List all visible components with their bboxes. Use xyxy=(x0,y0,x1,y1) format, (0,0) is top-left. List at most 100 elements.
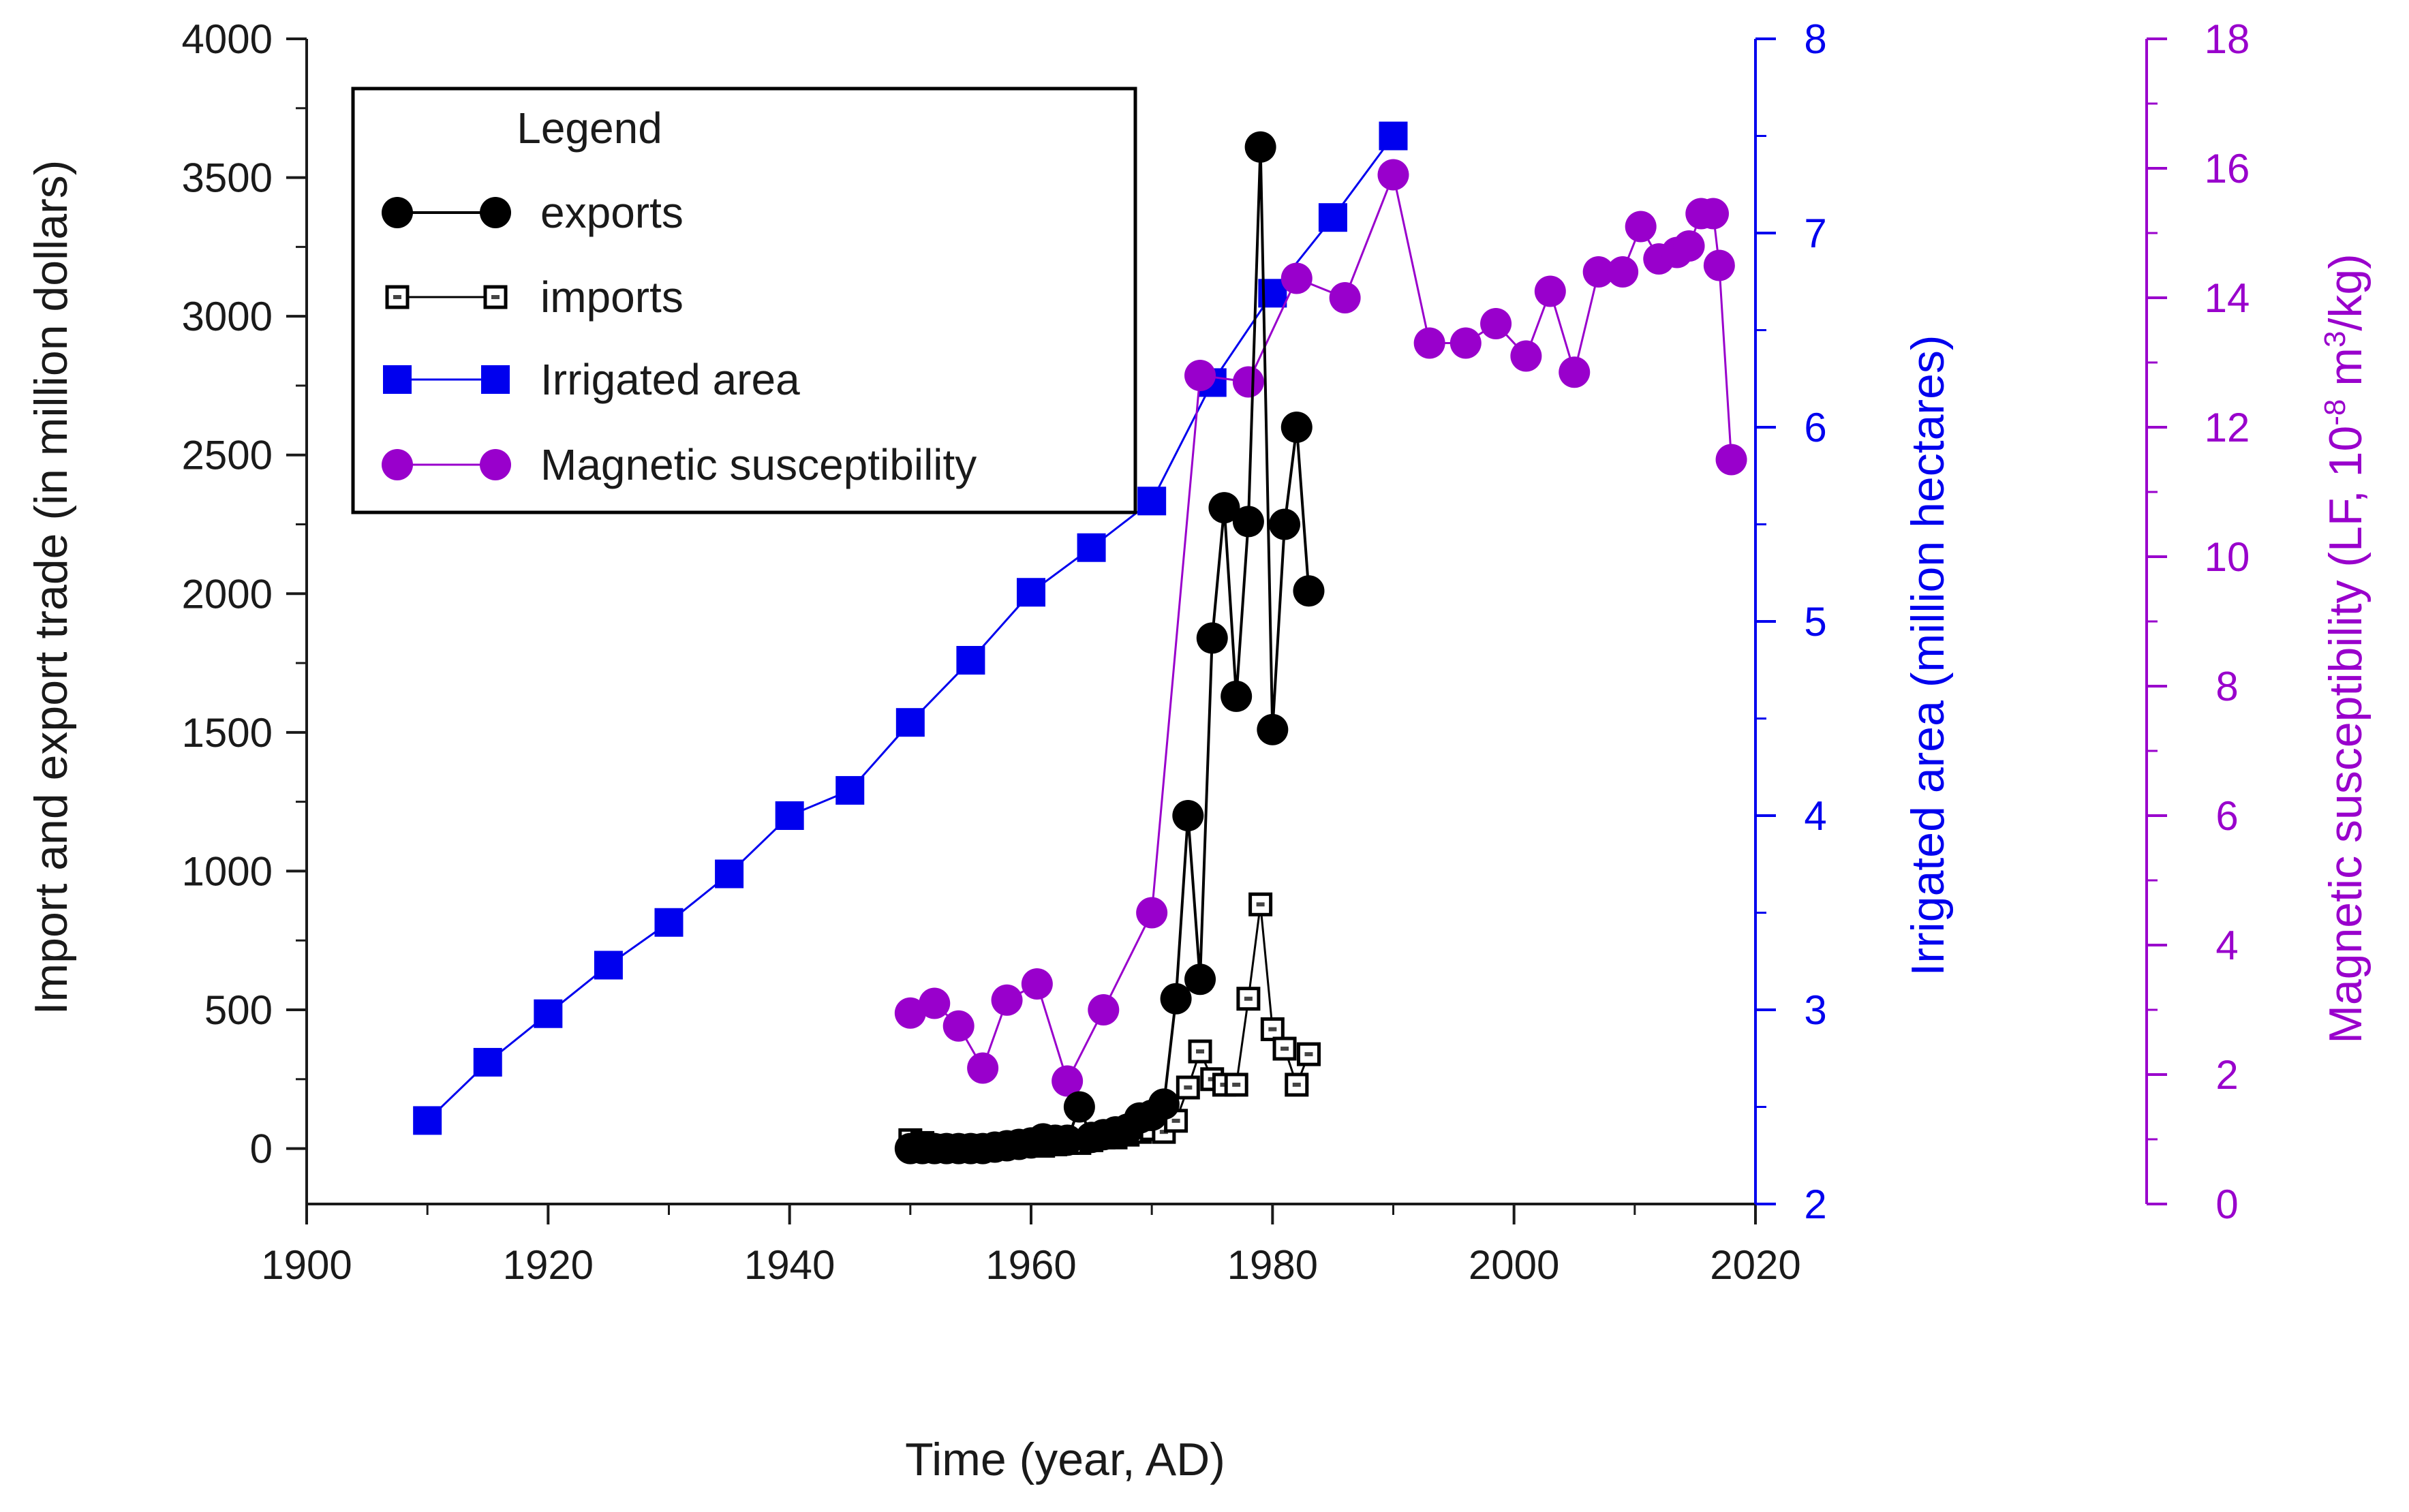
magnetic-susceptibility-point xyxy=(1582,256,1614,288)
right1-axis-tick-label: 8 xyxy=(1804,16,1826,62)
legend-label: imports xyxy=(540,273,684,322)
import-marker-inner xyxy=(1196,1049,1205,1054)
irrigated-area-point xyxy=(594,951,623,980)
right2-axis-title-superscript: 3 xyxy=(2318,331,2352,348)
right2-axis-tick-label: 6 xyxy=(2215,793,2238,839)
magnetic-susceptibility-point xyxy=(967,1052,999,1084)
legend-entry-irrigated-area: Irrigated area xyxy=(383,355,800,404)
legend: Legend exports imports Irrigated area Magnet… xyxy=(351,87,1137,514)
irrigated-area-point xyxy=(956,646,985,675)
import-marker-inner xyxy=(491,295,500,299)
import-marker-inner xyxy=(1220,1082,1229,1087)
magnetic-susceptibility-point xyxy=(1413,327,1445,359)
right2-axis-tick-label: 16 xyxy=(2205,146,2250,191)
exports-point xyxy=(1160,983,1192,1015)
right2-axis-tick-label: 2 xyxy=(2215,1052,2238,1098)
irrigated-area-point xyxy=(413,1106,442,1135)
legend-marker xyxy=(480,197,511,228)
x-axis-tick-label: 1900 xyxy=(261,1242,352,1288)
import-marker-inner xyxy=(1280,1047,1289,1051)
right2-axis-tick-label: 18 xyxy=(2205,16,2250,62)
imports-point xyxy=(1260,1017,1285,1041)
exports-point xyxy=(1184,963,1216,996)
right2-axis-tick-label: 4 xyxy=(2215,923,2238,968)
imports-point xyxy=(1285,1073,1309,1097)
exports-point xyxy=(1244,131,1276,163)
right2-axis-tick-label: 14 xyxy=(2205,275,2250,321)
left-axis-tick-label: 1000 xyxy=(182,848,273,894)
import-marker-inner xyxy=(1244,996,1253,1001)
import-marker-inner xyxy=(1232,1082,1241,1087)
right1-axis-tick-label: 3 xyxy=(1804,987,1826,1033)
imports-point xyxy=(1176,1075,1200,1100)
legend-marker xyxy=(383,365,412,394)
legend-marker xyxy=(385,285,410,309)
right1-axis-tick-label: 5 xyxy=(1804,599,1826,645)
legend-title: Legend xyxy=(517,104,662,153)
irrigated-area-point xyxy=(895,708,925,737)
left-axis-tick-label: 2000 xyxy=(182,571,273,617)
right2-axis-title: Magnetic susceptibility (LF, 10-8 m3/kg) xyxy=(2318,253,2372,1044)
magnetic-susceptibility-point xyxy=(1377,159,1409,191)
imports-point xyxy=(1224,1073,1248,1097)
magnetic-susceptibility-point xyxy=(1715,444,1747,476)
import-marker-frame xyxy=(1236,987,1261,1011)
irrigated-area-point xyxy=(1318,203,1347,232)
import-marker-inner xyxy=(1304,1052,1313,1057)
magnetic-susceptibility-point xyxy=(1607,256,1639,288)
right2-axis-tick-label: 8 xyxy=(2215,664,2238,709)
legend-marker xyxy=(483,285,508,309)
right1-axis-title: Irrigated area (million hectares) xyxy=(1902,335,1954,976)
axes-layer: 0 500 1000 1500 2000 2500 3000 3500 4000 Import a… xyxy=(25,16,2372,1485)
magnetic-susceptibility-point xyxy=(1184,360,1216,391)
x-axis-tick-label: 2020 xyxy=(1710,1242,1800,1288)
irrigated-area-point xyxy=(775,801,804,830)
magnetic-susceptibility-point xyxy=(1280,262,1313,294)
left-axis-tick-label: 3500 xyxy=(182,155,273,201)
right1-axis-tick-label: 6 xyxy=(1804,405,1826,450)
irrigated-area-point xyxy=(473,1047,502,1077)
exports-point xyxy=(1208,492,1240,524)
series-layer xyxy=(413,121,1747,1164)
left-axis-tick-label: 500 xyxy=(204,987,273,1033)
right1-axis-tick-label: 4 xyxy=(1804,793,1826,839)
x-axis-tick-label: 1920 xyxy=(503,1242,594,1288)
magnetic-susceptibility-point xyxy=(1449,327,1482,359)
magnetic-susceptibility-series xyxy=(894,159,1747,1097)
import-marker-inner xyxy=(1256,902,1265,907)
exports-series xyxy=(894,131,1325,1164)
left-axis-tick-label: 0 xyxy=(250,1126,273,1172)
irrigated-area-point xyxy=(1077,533,1106,562)
exports-point xyxy=(1280,412,1313,443)
exports-point xyxy=(1293,575,1325,607)
x-axis-title: Time (year, AD) xyxy=(905,1434,1225,1485)
left-axis-tick-label: 4000 xyxy=(182,16,273,62)
x-axis-tick-label: 1940 xyxy=(744,1242,835,1288)
exports-point xyxy=(1052,1124,1084,1156)
x-axis-tick-label: 1960 xyxy=(985,1242,1076,1288)
imports-point xyxy=(1236,987,1261,1011)
imports-point xyxy=(1272,1036,1297,1061)
irrigated-area-series xyxy=(413,121,1408,1135)
x-axis-tick-label: 2000 xyxy=(1469,1242,1559,1288)
irrigated-area-point xyxy=(654,908,684,937)
left-axis-tick-label: 3000 xyxy=(182,294,273,339)
import-marker-inner xyxy=(393,295,401,299)
import-marker-inner xyxy=(1184,1085,1193,1090)
irrigated-area-point xyxy=(534,999,563,1028)
magnetic-susceptibility-point xyxy=(991,984,1023,1016)
magnetic-susceptibility-point xyxy=(1697,198,1729,230)
magnetic-susceptibility-point xyxy=(894,997,926,1029)
exports-point xyxy=(1232,506,1264,538)
right2-axis-tick-label: 0 xyxy=(2215,1182,2238,1227)
irrigated-area-point xyxy=(835,775,865,805)
imports-point xyxy=(1296,1042,1321,1066)
magnetic-susceptibility-point xyxy=(1052,1065,1084,1097)
right2-axis-tick-label: 10 xyxy=(2205,534,2250,580)
right1-axis-tick-label: 2 xyxy=(1804,1182,1826,1227)
magnetic-susceptibility-point xyxy=(1329,282,1361,313)
magnetic-susceptibility-point xyxy=(1510,340,1542,372)
legend-marker xyxy=(481,365,510,394)
import-marker-inner xyxy=(1159,1130,1168,1135)
